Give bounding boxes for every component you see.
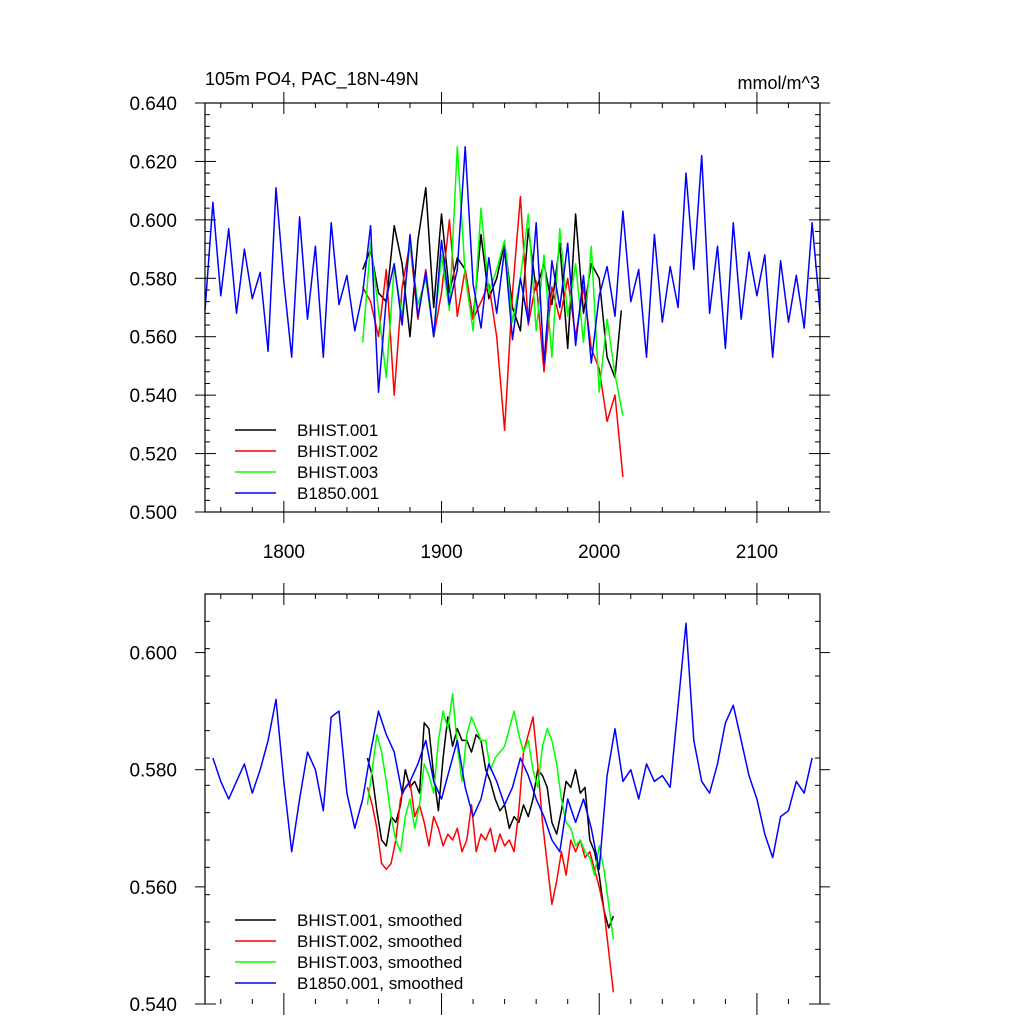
top-plot-frame (204, 102, 821, 513)
units-label: mmol/m^3 (738, 73, 820, 93)
y-tick-label: 0.560 (129, 878, 177, 899)
top-axis-ticks: 0.500 0.520 0.540 0.560 0.580 0.600 0.620 0.640… (129, 92, 830, 563)
y-tick-label: 0.500 (129, 503, 177, 524)
x-tick-label: 2100 (736, 542, 778, 563)
x-tick-label: 1900 (420, 542, 462, 563)
legend-label: B1850.001, smoothed (297, 974, 463, 993)
legend-label: BHIST.003, smoothed (297, 953, 462, 972)
y-tick-label: 0.600 (129, 644, 177, 665)
legend-label: BHIST.002 (297, 442, 378, 461)
y-tick-label: 0.640 (129, 94, 177, 115)
bottom-plot-frame (204, 593, 821, 1004)
y-tick-label: 0.580 (129, 761, 177, 782)
series-line-b1850-001-smoothed (212, 622, 813, 871)
x-tick-label: 2000 (578, 542, 620, 563)
series-line-bhist-001-smoothed (366, 716, 615, 929)
y-tick-label: 0.540 (129, 995, 177, 1016)
bottom-series-group (212, 622, 813, 993)
bottom-legend: BHIST.001, smoothed BHIST.002, smoothed BH… (235, 911, 463, 993)
y-tick-label: 0.560 (129, 328, 177, 349)
bottom-axis-ticks: 0.540 0.560 0.580 0.600 (129, 583, 830, 1016)
top-series-group (204, 146, 821, 477)
series-line-bhist-002-smoothed (366, 716, 615, 993)
bottom-panel: 0.540 0.560 0.580 0.600 BHIST.001, smoothed… (129, 583, 830, 1016)
series-line-bhist-003-smoothed (366, 692, 615, 940)
top-legend: BHIST.001 BHIST.002 BHIST.003 B1850.001 (235, 421, 379, 503)
y-tick-label: 0.520 (129, 445, 177, 466)
legend-label: BHIST.002, smoothed (297, 932, 462, 951)
y-tick-label: 0.600 (129, 211, 177, 232)
top-panel: 105m PO4, PAC_18N-49N mmol/m^3 0.500 0.52… (129, 69, 830, 563)
x-tick-label: 1800 (263, 542, 305, 563)
y-tick-label: 0.580 (129, 269, 177, 290)
y-tick-label: 0.620 (129, 152, 177, 173)
y-tick-label: 0.540 (129, 386, 177, 407)
legend-label: B1850.001 (297, 484, 379, 503)
series-line-b1850-001 (204, 146, 821, 393)
legend-label: BHIST.001 (297, 421, 378, 440)
legend-label: BHIST.003 (297, 463, 378, 482)
legend-label: BHIST.001, smoothed (297, 911, 462, 930)
chart-title: 105m PO4, PAC_18N-49N (205, 69, 419, 90)
